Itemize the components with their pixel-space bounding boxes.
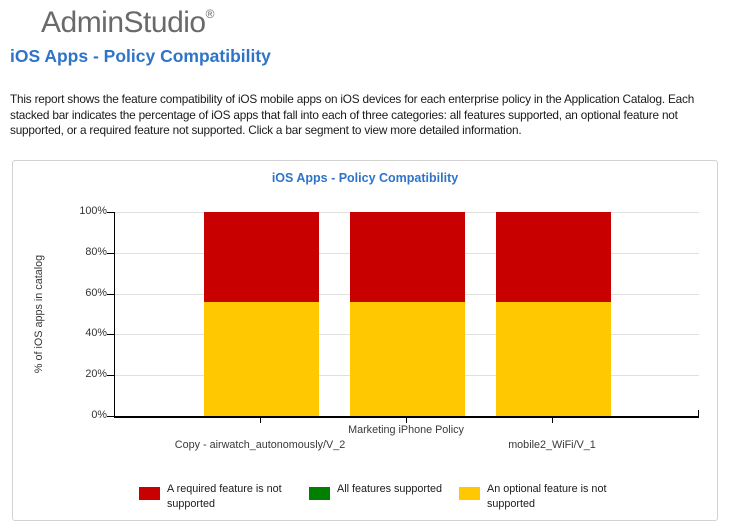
x-axis-category-label: Marketing iPhone Policy	[348, 424, 464, 436]
y-axis-tick	[107, 334, 114, 336]
bar-segment[interactable]	[349, 212, 465, 302]
legend-item: An optional feature is not supported	[459, 482, 635, 511]
legend-label: All features supported	[337, 483, 443, 495]
bar-segment[interactable]	[349, 301, 465, 416]
y-axis-title: % of iOS apps in catalog	[33, 254, 45, 374]
page-title: iOS Apps - Policy Compatibility	[10, 46, 271, 66]
y-axis-tick	[107, 212, 114, 213]
legend-label: An optional feature is not supported	[487, 483, 607, 510]
y-axis-tick-label: 0%	[91, 409, 107, 421]
y-axis-tick-label: 20%	[85, 368, 107, 381]
x-axis-tick	[260, 418, 261, 423]
legend-item: All features supported	[309, 482, 487, 500]
bar-segment[interactable]	[495, 212, 611, 302]
bar-segment[interactable]	[495, 301, 611, 416]
chart-title: iOS Apps - Policy Compatibility	[271, 171, 459, 185]
y-axis-tick	[107, 252, 114, 254]
legend-swatch	[139, 487, 160, 500]
y-axis-tick-label: 60%	[85, 286, 107, 299]
report-description: This report shows the feature compatibil…	[10, 92, 695, 137]
y-axis-tick	[107, 293, 114, 295]
legend-swatch	[309, 487, 330, 500]
bar-segment[interactable]	[203, 212, 319, 302]
y-axis-tick	[107, 375, 114, 377]
plot-area	[114, 212, 699, 418]
x-axis-tick	[406, 418, 407, 423]
x-axis-category-label: Copy - airwatch_autonomously/V_2	[174, 439, 346, 451]
legend-item: A required feature is not supported	[139, 482, 307, 511]
adminstudio-logo-text: AdminStudio	[41, 6, 206, 39]
y-axis-tick-label: 100%	[79, 205, 107, 217]
y-axis-tick-label: 40%	[85, 327, 107, 340]
x-axis-category-label: mobile2_WiFi/V_1	[508, 439, 596, 451]
registered-trademark-icon: ®	[205, 7, 215, 21]
x-axis-tick	[552, 418, 553, 423]
adminstudio-logo: AdminStudio®	[41, 6, 214, 40]
y-axis-tick	[107, 416, 114, 417]
bar-segment[interactable]	[203, 301, 319, 416]
chart-panel: iOS Apps - Policy Compatibility % of iOS…	[12, 160, 718, 521]
y-axis-tick-label: 80%	[85, 245, 107, 258]
legend-label: A required feature is not supported	[167, 483, 282, 510]
legend-swatch	[459, 487, 480, 500]
